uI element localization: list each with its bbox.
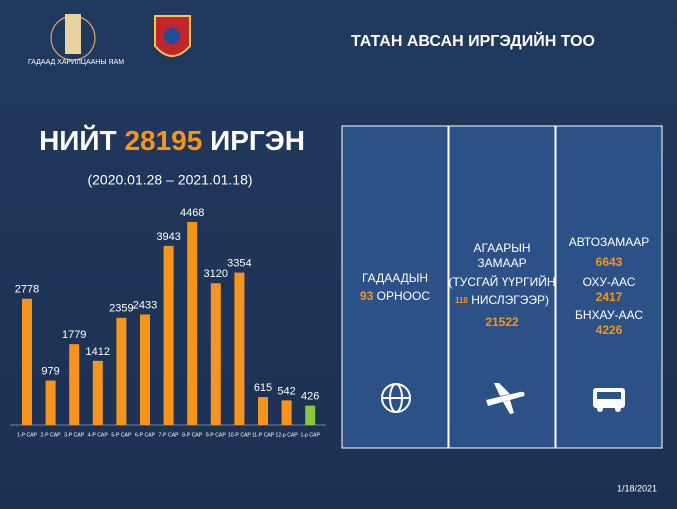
panel-number: 2417 — [596, 290, 623, 304]
x-tick-label: 6-Р САР — [135, 432, 156, 438]
panel-number: 93 — [360, 289, 374, 303]
value-label: 1779 — [62, 329, 86, 341]
value-label: 615 — [254, 382, 272, 394]
panel-text: (ТУСГАЙ ҮҮРГИЙН — [448, 274, 555, 289]
panel-text: ГАДААДЫН — [362, 271, 428, 285]
bar — [187, 222, 198, 425]
bar — [210, 283, 221, 425]
panel-text: 93 ОРНООС — [360, 289, 430, 303]
panel-text: ОРНООС — [377, 289, 431, 303]
panel-text: АГААРЫН — [474, 241, 531, 255]
x-tick-label: 1-Р САР — [17, 432, 38, 438]
logo-ministry — [50, 14, 96, 61]
x-tick-label: 2-Р САР — [41, 432, 62, 438]
plane-icon — [486, 383, 525, 414]
value-label: 3120 — [204, 268, 228, 280]
bar — [163, 245, 174, 425]
bar — [281, 400, 292, 425]
value-label: 2433 — [133, 299, 157, 311]
panel-text: ОХУ-ААС — [583, 275, 636, 289]
value-label: 979 — [41, 365, 59, 377]
bar — [234, 272, 245, 425]
panel-number: 4226 — [596, 323, 623, 337]
x-tick-label: 12-р САР — [275, 432, 298, 438]
x-tick-label: 9-Р САР — [206, 432, 227, 438]
panels — [341, 125, 663, 449]
bar — [140, 314, 150, 425]
bar — [305, 405, 316, 425]
panel-text: АВТОЗАМААР — [569, 235, 650, 249]
panel-text: БНХАУ-ААС — [575, 308, 643, 322]
bar — [22, 298, 32, 425]
value-label: 2778 — [15, 284, 39, 296]
summary-period: (2020.01.28 – 2021.01.18) — [87, 172, 252, 188]
x-tick-label: 4-Р САР — [88, 432, 109, 438]
panel-number: 21522 — [485, 315, 519, 329]
summary-heading: НИЙТ 28195 ИРГЭН — [39, 124, 305, 156]
x-tick-label: 1-р САР — [300, 432, 320, 438]
value-label: 3354 — [227, 258, 251, 270]
summary-prefix: НИЙТ — [39, 124, 117, 156]
bar — [92, 360, 103, 425]
value-label: 3943 — [156, 231, 180, 243]
value-label: 542 — [277, 385, 295, 397]
footer-date: 1/18/2021 — [617, 483, 657, 493]
panel-text: 118 НИСЛЭГЭЭР) — [455, 293, 549, 307]
bar — [116, 317, 127, 425]
logo-emblem — [154, 15, 191, 57]
x-tick-label: 5-Р САР — [111, 432, 132, 438]
bar — [258, 397, 268, 425]
value-label: 4468 — [180, 207, 204, 219]
page-title: ТАТАН АВСАН ИРГЭДИЙН ТОО — [351, 31, 595, 50]
org-name: ГАДААД ХАРИЛЦААНЫ ЯАМ — [28, 59, 124, 66]
value-label: 2359 — [109, 303, 133, 315]
x-tick-label: 7-Р САР — [159, 432, 180, 438]
x-tick-label: 11-Р САР — [252, 432, 275, 438]
x-tick-label: 10-Р САР — [228, 432, 251, 438]
panel-number: 118 — [455, 296, 468, 305]
bar — [45, 380, 56, 425]
x-tick-label: 8-Р САР — [182, 432, 203, 438]
summary-total: 28195 — [124, 125, 202, 156]
bar — [69, 344, 80, 425]
bar-chart: 2778 1-Р САР 979 2-Р САР 1779 3-Р САР 1412 4-Р … — [10, 207, 326, 438]
summary-suffix: ИРГЭН — [210, 125, 305, 156]
bus-icon — [593, 388, 625, 412]
panel-text: ЗАМААР — [477, 256, 526, 270]
panel-number: 6643 — [596, 255, 623, 269]
globe-icon — [381, 383, 411, 413]
panel — [341, 125, 449, 449]
x-tick-label: 3-Р САР — [64, 432, 85, 438]
value-label: 426 — [301, 391, 319, 403]
panel-text: НИСЛЭГЭЭР) — [471, 293, 549, 307]
value-label: 1412 — [86, 346, 110, 358]
